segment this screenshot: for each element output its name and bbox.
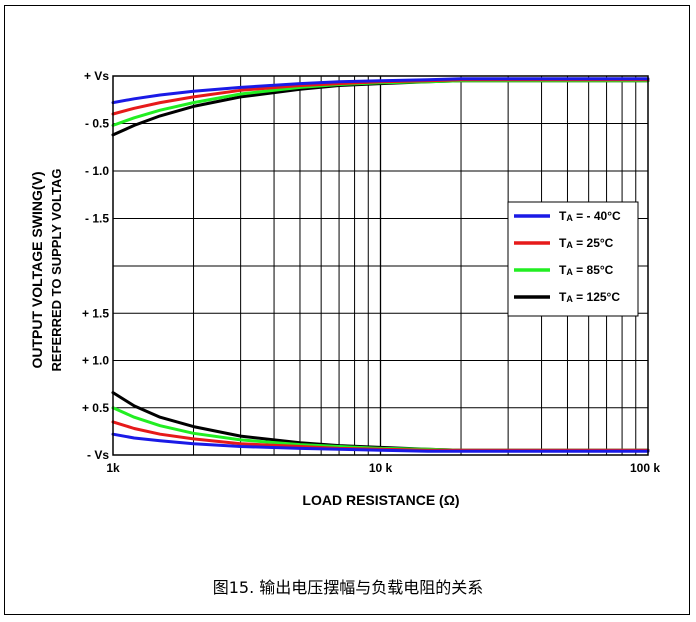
y-axis-label-secondary: REFERRED TO SUPPLY VOLTAG [49,169,64,372]
y-axis-label: OUTPUT VOLTAGE SWING(V) [29,171,45,368]
chart-curves [111,77,650,453]
x-axis-label: LOAD RESISTANCE (Ω) [302,492,459,508]
series-line-lower [111,432,650,453]
y-tick-label: + 0.5 [82,401,109,415]
figure-caption: 图15. 输出电压摆幅与负载电阻的关系 [212,578,484,597]
x-tick-label: 100 k [630,461,660,475]
figure-frame [4,5,690,615]
y-tick-label: + Vs [84,69,109,83]
axis-tick-labels: + Vs - 0.5 - 1.0 - 1.5 - Vs + 0.5 + 1.0 + 1.5 1k… [82,69,660,475]
legend: TA = - 40°C TA = 25°C TA = 85°C TA = 125°C [507,201,639,317]
voltage-swing-chart: + Vs - 0.5 - 1.0 - 1.5 - Vs + 0.5 + 1.0 + 1.5 1k… [29,69,660,508]
y-tick-label: - 0.5 [85,117,109,131]
y-tick-label: - 1.5 [85,212,109,226]
legend-entry-label: TA = - 40°C [559,209,621,223]
x-tick-label: 10 k [369,461,393,475]
y-tick-label: + 1.5 [82,306,109,320]
y-tick-label: - Vs [87,448,109,462]
legend-entry-label: TA = 85°C [559,263,614,277]
plot-area-border [112,75,649,456]
y-tick-label: - 1.0 [85,164,109,178]
y-tick-label: + 1.0 [82,354,109,368]
legend-entry-label: TA = 125°C [559,290,620,304]
series-line-upper [111,77,650,105]
legend-entry-label: TA = 25°C [559,236,614,250]
x-tick-label: 1k [106,461,120,475]
